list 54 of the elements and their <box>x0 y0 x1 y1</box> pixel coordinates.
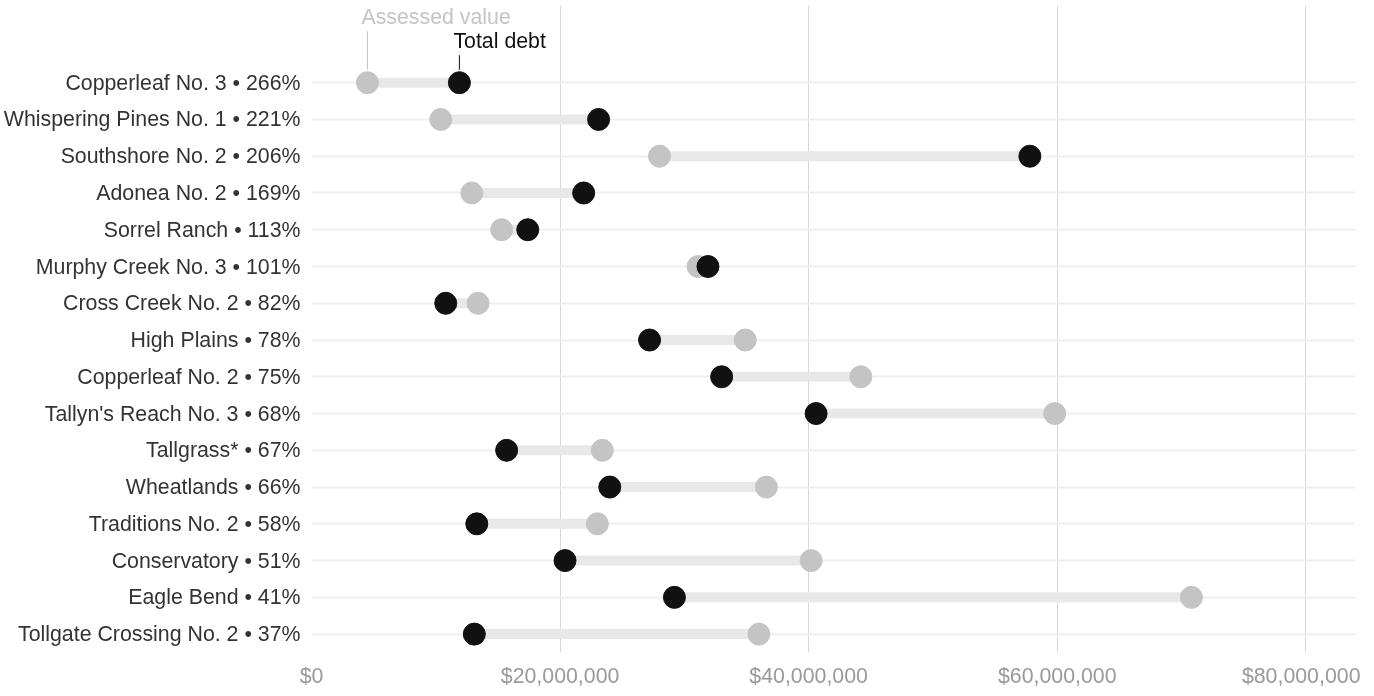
point <box>553 549 577 573</box>
x-tick-label: $20,000,000 <box>500 663 620 688</box>
y-tick-label: High Plains • 78% <box>130 328 301 353</box>
point <box>598 475 622 499</box>
point <box>587 107 611 131</box>
point <box>447 71 471 95</box>
y-tick-label: Tallgrass* • 67% <box>146 438 301 463</box>
y-tick-label: Tallyn's Reach No. 3 • 68% <box>44 401 301 426</box>
x-tick-label: $80,000,000 <box>1241 663 1361 688</box>
point <box>490 218 514 242</box>
point <box>1018 144 1042 168</box>
point <box>849 365 873 389</box>
point <box>460 181 484 205</box>
y-tick-label: Wheatlands • 66% <box>125 475 301 500</box>
point <box>696 255 720 278</box>
y-tick-label: Traditions No. 2 • 58% <box>88 511 301 536</box>
y-tick-label: Southshore No. 2 • 206% <box>60 144 301 169</box>
point <box>590 438 614 462</box>
point <box>648 144 671 168</box>
x-tick-label: $0 <box>299 663 324 688</box>
point <box>434 291 458 315</box>
point <box>355 71 379 95</box>
y-tick-label: Murphy Creek No. 3 • 101% <box>35 254 301 279</box>
y-tick-label: Adonea No. 2 • 169% <box>96 180 301 205</box>
y-tick-label: Sorrel Ranch • 113% <box>103 217 301 242</box>
point <box>662 585 686 609</box>
point <box>754 475 778 499</box>
point <box>1043 402 1067 426</box>
point <box>710 365 734 389</box>
y-tick-label: Cross Creek No. 2 • 82% <box>63 291 301 316</box>
y-tick-label: Copperleaf No. 2 • 75% <box>77 364 301 389</box>
point <box>516 218 540 242</box>
point <box>585 512 609 536</box>
point <box>466 291 490 315</box>
point <box>572 181 596 205</box>
point <box>429 107 453 131</box>
y-tick-label: Whispering Pines No. 1 • 221% <box>3 107 301 132</box>
point <box>1179 585 1203 609</box>
y-tick-label: Copperleaf No. 3 • 266% <box>65 70 301 95</box>
point <box>799 549 823 573</box>
x-tick-label: $60,000,000 <box>997 663 1117 688</box>
point <box>638 328 662 352</box>
y-tick-label: Tollgate Crossing No. 2 • 37% <box>18 622 301 647</box>
x-tick-label: $40,000,000 <box>749 663 869 688</box>
text: Assessed value <box>361 5 511 30</box>
y-tick-label: Conservatory • 51% <box>111 548 301 573</box>
point <box>462 622 486 646</box>
series-label: Total debt <box>453 29 546 54</box>
point <box>733 328 757 352</box>
point <box>495 438 519 462</box>
point <box>804 402 828 426</box>
y-tick-label: Eagle Bend • 41% <box>128 585 301 610</box>
point <box>747 622 771 646</box>
point <box>465 512 489 536</box>
